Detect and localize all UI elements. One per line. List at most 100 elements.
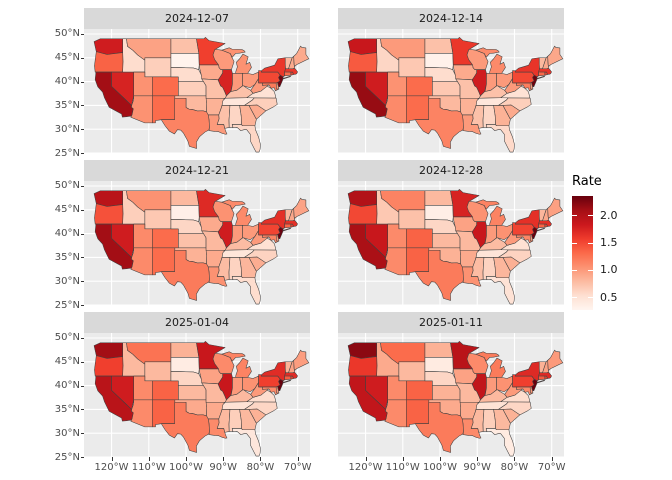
y-axis-tick	[80, 361, 84, 363]
state-nd	[424, 342, 454, 358]
state-al	[228, 257, 242, 280]
facet-3: 2024-12-28	[338, 160, 564, 305]
state-ks	[178, 81, 207, 97]
x-axis-tick-label: 100°W	[169, 462, 203, 473]
y-axis-tick-label: 30°N	[54, 427, 80, 439]
y-axis-tick-label: 25°N	[54, 299, 80, 311]
state-nd	[424, 190, 454, 206]
x-axis-tick-label: 70°W	[283, 462, 312, 473]
y-axis-tick	[80, 305, 84, 306]
state-wi	[466, 48, 489, 70]
y-axis-tick	[80, 81, 84, 83]
state-al	[482, 257, 496, 280]
y-axis-tick-label: 45°N	[54, 52, 80, 64]
state-ks	[432, 81, 461, 97]
y-axis-tick	[80, 433, 84, 435]
state-wi	[466, 200, 489, 222]
state-sd	[424, 357, 454, 374]
x-axis-tick-label: 100°W	[423, 462, 457, 473]
state-pa	[512, 70, 535, 84]
state-ks	[178, 385, 207, 401]
state-vt	[284, 57, 293, 69]
state-co	[152, 76, 179, 97]
y-axis-tick-label: 45°N	[54, 204, 80, 216]
state-co	[152, 380, 179, 401]
x-axis-tick	[111, 457, 113, 461]
legend-tick	[572, 242, 577, 244]
state-az	[384, 399, 407, 428]
legend-tick	[588, 215, 593, 217]
state-tx	[161, 97, 210, 149]
state-wi	[212, 200, 235, 222]
y-axis-tick	[80, 257, 84, 259]
x-axis-tick-label: 120°W	[348, 462, 383, 473]
x-axis-tick	[148, 457, 150, 461]
state-mi	[475, 47, 506, 74]
state-wi	[212, 352, 235, 374]
x-axis-tick	[365, 457, 367, 461]
state-al	[228, 105, 242, 128]
state-pa	[512, 374, 535, 388]
state-sd	[170, 205, 200, 222]
state-nj	[531, 226, 538, 240]
state-nd	[170, 342, 200, 358]
y-axis-tick-label: 40°N	[54, 228, 80, 240]
facet-strip: 2025-01-11	[338, 312, 564, 333]
state-nc	[498, 97, 532, 112]
state-sd	[424, 53, 454, 70]
state-wi	[466, 352, 489, 374]
state-or	[94, 355, 124, 377]
y-axis-tick	[80, 457, 84, 458]
y-axis-tick	[80, 385, 84, 387]
y-axis-tick-label: 40°N	[54, 380, 80, 392]
state-nj	[531, 74, 538, 88]
x-axis-tick	[477, 457, 479, 461]
y-axis-tick-label: 50°N	[54, 332, 80, 344]
y-axis-tick-label: 50°N	[54, 28, 80, 40]
state-me	[547, 349, 564, 371]
state-or	[348, 203, 378, 225]
state-wy	[144, 361, 172, 382]
legend-title: Rate	[572, 174, 602, 189]
legend-tick	[588, 269, 593, 271]
state-az	[130, 399, 153, 428]
y-axis-tick-label: 25°N	[54, 147, 80, 159]
us-choropleth-map	[338, 29, 564, 153]
legend-tick-label: 2.0	[600, 208, 618, 222]
state-sd	[170, 357, 200, 374]
state-nm	[152, 399, 176, 428]
y-axis-tick-label: 35°N	[54, 403, 80, 415]
state-nm	[406, 95, 430, 124]
state-wy	[398, 209, 426, 230]
state-nm	[406, 247, 430, 276]
facet-strip-label: 2025-01-04	[165, 316, 229, 329]
state-az	[130, 95, 153, 124]
facet-strip-label: 2024-12-07	[165, 12, 229, 25]
y-axis-tick	[80, 57, 84, 59]
y-axis-tick	[80, 281, 84, 283]
y-axis-tick	[80, 33, 84, 35]
state-ct	[284, 223, 292, 229]
state-wy	[144, 57, 172, 78]
state-ct	[538, 223, 546, 229]
state-ct	[284, 375, 292, 381]
state-or	[348, 51, 378, 73]
legend-tick	[572, 297, 577, 299]
legend-tick-label: 1.5	[600, 236, 618, 250]
legend-colorbar	[572, 196, 593, 310]
x-axis-tick-label: 90°W	[209, 462, 238, 473]
x-axis-tick-label: 70°W	[537, 462, 566, 473]
state-vt	[284, 361, 293, 373]
y-axis-tick	[80, 129, 84, 131]
facet-strip: 2024-12-21	[84, 160, 310, 181]
x-axis-tick-label: 90°W	[463, 462, 492, 473]
state-vt	[538, 361, 547, 373]
y-axis-tick-label: 30°N	[54, 275, 80, 287]
state-ks	[432, 233, 461, 249]
facet-strip: 2024-12-28	[338, 160, 564, 181]
legend-tick-label: 1.0	[600, 263, 618, 277]
state-nc	[244, 249, 278, 264]
state-fl	[485, 276, 515, 305]
state-ks	[178, 233, 207, 249]
